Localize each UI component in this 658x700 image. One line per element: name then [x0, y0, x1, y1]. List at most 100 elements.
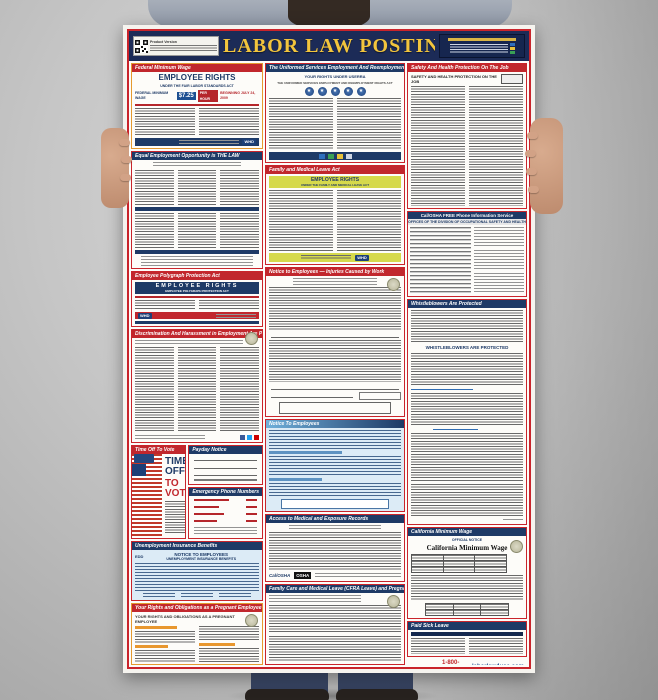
poster-title: LABOR LAW POSTINGS • 2018	[223, 35, 435, 57]
employee-rights-heading: EMPLOYEE RIGHTS	[155, 283, 239, 289]
emergency-label-line	[194, 506, 220, 508]
fine-print-placeholder	[473, 273, 524, 294]
section-title-bar: Emergency Phone Numbers	[189, 488, 262, 496]
agency-footer	[269, 152, 401, 160]
fine-print-placeholder	[181, 593, 213, 598]
us-flag-ballot-graphic	[132, 454, 162, 538]
text-column	[135, 626, 195, 662]
vendor-phone: 1-800-996-7377	[441, 660, 460, 665]
section-federal-minimum-wage: Federal Minimum Wage EMPLOYEE RIGHTS UND…	[131, 63, 263, 149]
fine-print-placeholder	[469, 86, 523, 206]
body-text	[135, 300, 259, 310]
fine-print-placeholder	[220, 213, 260, 248]
fine-print-placeholder	[135, 108, 195, 136]
section-body: OFFICIAL NOTICE California Minimum Wage	[408, 536, 526, 618]
edd-logo: EDD	[135, 554, 144, 559]
body-text	[135, 213, 260, 248]
section-footer	[135, 435, 259, 440]
fine-print-placeholder	[135, 300, 195, 310]
table-cell	[443, 555, 475, 560]
red-rule	[135, 104, 259, 106]
table-cell	[412, 555, 443, 560]
product-version-text: Product Version	[150, 40, 217, 52]
section-title-bar: Your Rights and Obligations as a Pregnan…	[132, 604, 262, 612]
section-body	[189, 496, 262, 538]
section-title-bar: California Minimum Wage	[408, 528, 526, 536]
section-title-bar: Paid Sick Leave	[408, 622, 526, 630]
fine-print-placeholder	[269, 482, 401, 497]
userra-subtitle: THE UNIFORMED SERVICES EMPLOYMENT AND RE…	[277, 81, 393, 85]
logo-mark	[345, 153, 352, 159]
right-column: Safety And Health Protection On The Job …	[407, 63, 527, 665]
fine-print-placeholder	[469, 638, 523, 654]
notice-head-row: EDD NOTICE TO EMPLOYEES UNEMPLOYMENT INS…	[135, 552, 259, 561]
section-title-bar: Safety And Health Protection On The Job	[408, 64, 526, 72]
emergency-row	[194, 513, 257, 516]
table-cell	[475, 561, 506, 566]
body-text	[135, 347, 260, 433]
agency-footer: WHD	[135, 138, 259, 146]
title-lines-placeholder	[293, 278, 377, 285]
state-seal-icon	[387, 278, 400, 291]
form-row	[269, 392, 401, 400]
time-off-heading: TIME OFF	[165, 456, 185, 477]
wage-amount: $7.25	[176, 92, 196, 100]
right-hand-finger	[525, 150, 536, 157]
section-body: SAFETY AND HEALTH PROTECTION ON THE JOB	[408, 72, 526, 208]
table-cell	[475, 555, 506, 560]
section-polygraph-protection: Employee Polygraph Protection Act EMPLOY…	[131, 271, 263, 327]
fine-print-placeholder	[143, 593, 175, 598]
employee-rights-heading: EMPLOYEE RIGHTS	[310, 177, 360, 183]
poster-masthead: Product Version LABOR LAW POSTINGS • 201…	[129, 31, 529, 61]
body-text	[135, 626, 259, 662]
table-cell	[426, 610, 453, 615]
fmla-subheading: UNDER THE FAMILY AND MEDICAL LEAVE ACT	[300, 183, 370, 187]
fine-print-placeholder	[411, 352, 523, 386]
fine-print-placeholder	[135, 170, 174, 205]
body-text	[135, 108, 259, 136]
section-notice-to-employees-edd: Notice To Employees	[265, 419, 405, 512]
emergency-row	[194, 520, 257, 523]
table-cell	[453, 610, 481, 615]
fine-print-placeholder	[141, 256, 253, 266]
fine-print-placeholder	[219, 593, 251, 598]
fine-print-placeholder	[216, 313, 256, 318]
section-body: YOUR RIGHTS AND OBLIGATIONS AS A PREGNAN…	[132, 612, 262, 664]
fine-print-placeholder	[473, 227, 524, 248]
table-cell	[443, 561, 475, 566]
userra-title: YOUR RIGHTS UNDER USERRA	[304, 74, 366, 79]
fine-print-placeholder	[269, 456, 401, 476]
fine-print-placeholder	[199, 108, 259, 136]
official-notice-label: OFFICIAL NOTICE	[451, 538, 483, 542]
intro-lines-placeholder	[135, 340, 243, 345]
emergency-number-line	[245, 520, 257, 522]
fine-print-placeholder	[315, 573, 401, 578]
fine-print-placeholder	[135, 650, 195, 662]
ballot-box-icon	[134, 454, 154, 463]
section-fmla: Family and Medical Leave Act EMPLOYEE RI…	[265, 165, 405, 265]
flag-canton	[132, 464, 146, 476]
medallion-row: ★ ★ ★ ★ ★	[269, 87, 401, 96]
section-userra: The Uniformed Services Employment And Re…	[265, 63, 405, 163]
fine-print-placeholder	[220, 347, 260, 433]
wage-per-hour: PER HOUR	[197, 90, 219, 102]
wage-schedule-table	[425, 603, 509, 616]
section-title-bar: Access to Medical and Exposure Records	[266, 515, 404, 523]
pregnant-title: YOUR RIGHTS AND OBLIGATIONS AS A PREGNAN…	[135, 614, 235, 624]
section-body: TIME OFF TO VOTE	[132, 454, 186, 538]
red-rule	[135, 296, 259, 298]
fine-print-placeholder	[135, 213, 174, 248]
section-cal-osha-offices: Cal/OSHA FREE Phone Information Service …	[407, 211, 527, 297]
form-line	[271, 392, 353, 398]
fine-print-placeholder	[269, 430, 401, 450]
left-column: Federal Minimum Wage EMPLOYEE RIGHTS UND…	[131, 63, 263, 665]
fine-print-placeholder	[194, 527, 257, 535]
fine-print-placeholder	[177, 213, 217, 248]
table-cell	[412, 567, 443, 572]
table-cell	[453, 604, 481, 609]
section-body: EMPLOYEE RIGHTS UNDER THE FAIR LABOR STA…	[132, 72, 262, 148]
left-hand-finger	[121, 156, 132, 163]
section-safety-health-protection: Safety And Health Protection On The Job …	[407, 63, 527, 209]
form-line	[271, 332, 399, 338]
section-title-bar: Notice to Employees — Injuries Caused by…	[266, 268, 404, 276]
